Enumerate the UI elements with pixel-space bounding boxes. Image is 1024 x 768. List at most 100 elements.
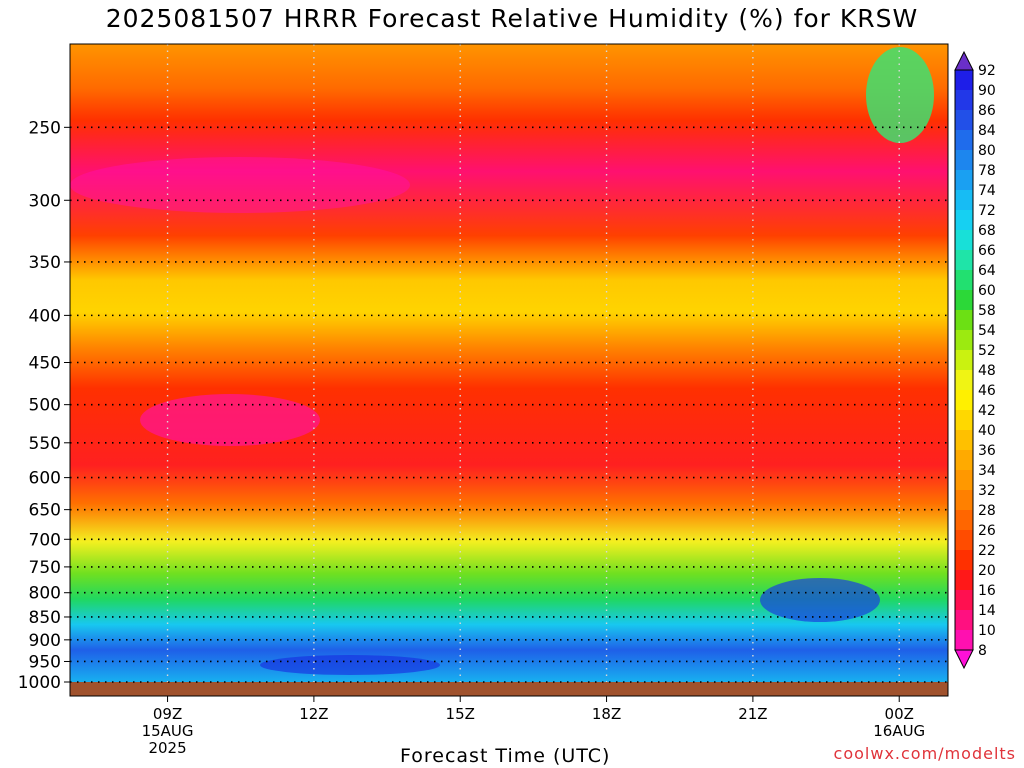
rh-dry-pocket <box>70 157 410 213</box>
colorbar-segment <box>955 150 973 171</box>
colorbar: 92 90 86 84 80 78 74 72 68 66 64 60 58 54 52 48 46 42 40 36… <box>954 50 996 670</box>
colorbar-label: 72 <box>978 203 996 219</box>
rh-dry-pocket <box>140 394 320 446</box>
colorbar-label: 16 <box>978 583 996 599</box>
y-tick-label: 550 <box>29 434 61 454</box>
y-axis: 250 300 350 400 450 500 550 600 650 700 750 800 850 9… <box>18 118 70 693</box>
colorbar-label: 10 <box>978 623 996 639</box>
colorbar-label: 84 <box>978 123 996 139</box>
y-tick-label: 900 <box>29 631 61 651</box>
rh-moist-pocket <box>866 47 934 143</box>
colorbar-label: 32 <box>978 483 996 499</box>
colorbar-segment <box>955 570 973 591</box>
colorbar-segment <box>955 270 973 291</box>
colorbar-segment <box>955 350 973 371</box>
y-tick-label: 850 <box>29 608 61 628</box>
y-tick-label: 950 <box>29 652 61 672</box>
colorbar-segment <box>955 70 973 91</box>
x-tick-label: 15Z <box>446 705 475 723</box>
colorbar-segment <box>955 470 973 491</box>
colorbar-label: 22 <box>978 543 996 559</box>
colorbar-segment <box>955 450 973 471</box>
credit-link[interactable]: coolwx.com/modelts <box>833 744 1016 763</box>
colorbar-segment <box>955 90 973 111</box>
y-tick-label: 350 <box>29 253 61 273</box>
y-tick-label: 800 <box>29 584 61 604</box>
colorbar-top-arrow <box>954 50 974 71</box>
y-tick-label: 700 <box>29 530 61 550</box>
y-tick-label: 300 <box>29 191 61 211</box>
rh-moist-pocket <box>760 578 880 622</box>
y-tick-label: 400 <box>29 306 61 326</box>
colorbar-segment <box>955 310 973 331</box>
x-tick-label: 18Z <box>592 705 621 723</box>
x-tick-label: 12Z <box>299 705 328 723</box>
grid <box>70 44 948 683</box>
ground-surface <box>70 682 948 696</box>
colorbar-label: 20 <box>978 563 996 579</box>
rh-field <box>70 44 948 682</box>
y-tick-label: 500 <box>29 396 61 416</box>
colorbar-segment <box>955 210 973 231</box>
colorbar-label: 92 <box>978 63 996 79</box>
colorbar-label: 14 <box>978 603 996 619</box>
x-tick-label: 21Z <box>738 705 767 723</box>
colorbar-segment <box>955 490 973 511</box>
colorbar-segment <box>955 110 973 131</box>
colorbar-label: 36 <box>978 443 996 459</box>
colorbar-segment <box>955 590 973 611</box>
colorbar-segment <box>955 250 973 271</box>
colorbar-label: 58 <box>978 303 996 319</box>
colorbar-label: 86 <box>978 103 996 119</box>
colorbar-label: 60 <box>978 283 996 299</box>
colorbar-label: 66 <box>978 243 996 259</box>
x-tick-label: 15AUG <box>142 722 194 740</box>
colorbar-label: 80 <box>978 143 996 159</box>
colorbar-label: 68 <box>978 223 996 239</box>
plot-area <box>69 43 949 697</box>
colorbar-segment <box>955 630 973 651</box>
colorbar-segment <box>955 290 973 311</box>
colorbar-segment <box>955 190 973 211</box>
colorbar-label: 8 <box>978 643 987 659</box>
x-tick-label: 2025 <box>148 739 186 757</box>
colorbar-segment <box>955 610 973 631</box>
x-tick-label: 09Z <box>153 705 182 723</box>
y-tick-label: 600 <box>29 469 61 489</box>
x-tick-label: 00Z <box>885 705 914 723</box>
colorbar-label: 64 <box>978 263 996 279</box>
colorbar-label: 46 <box>978 383 996 399</box>
colorbar-label: 28 <box>978 503 996 519</box>
colorbar-label: 74 <box>978 183 996 199</box>
rh-moist-pocket <box>260 655 440 675</box>
colorbar-segment <box>955 410 973 431</box>
colorbar-label: 54 <box>978 323 996 339</box>
y-tick-label: 750 <box>29 558 61 578</box>
y-tick-label: 1000 <box>18 673 61 693</box>
colorbar-label: 40 <box>978 423 996 439</box>
x-axis-label: Forecast Time (UTC) <box>400 745 611 767</box>
colorbar-label: 26 <box>978 523 996 539</box>
colorbar-segment <box>955 510 973 531</box>
x-tick-label: 16AUG <box>873 722 925 740</box>
colorbar-bottom-arrow <box>954 649 974 670</box>
colorbar-label: 90 <box>978 83 996 99</box>
colorbar-frame <box>954 69 974 651</box>
colorbar-segment <box>955 170 973 191</box>
colorbar-segment <box>955 390 973 411</box>
colorbar-segment <box>955 550 973 571</box>
colorbar-label: 34 <box>978 463 996 479</box>
colorbar-segment <box>955 370 973 391</box>
chart-title: 2025081507 HRRR Forecast Relative Humidi… <box>105 4 919 33</box>
colorbar-label: 78 <box>978 163 996 179</box>
colorbar-label: 42 <box>978 403 996 419</box>
colorbar-segment <box>955 330 973 351</box>
colorbar-segment <box>955 530 973 551</box>
colorbar-label: 48 <box>978 363 996 379</box>
plot-frame <box>69 43 949 697</box>
y-tick-label: 450 <box>29 354 61 374</box>
y-tick-label: 650 <box>29 501 61 521</box>
y-tick-label: 250 <box>29 118 61 138</box>
